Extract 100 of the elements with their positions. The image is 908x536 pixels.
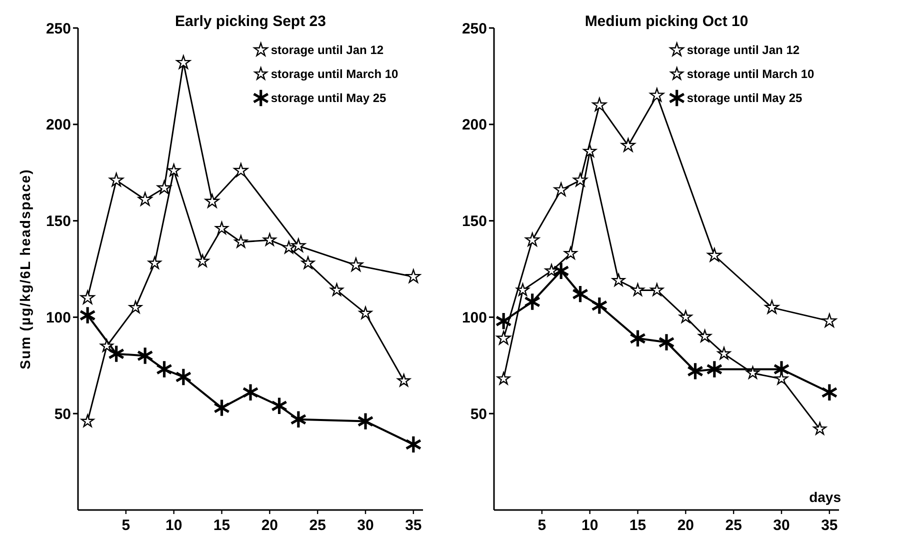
- point: [79, 306, 96, 325]
- chart-title: Early picking Sept 23: [175, 13, 326, 30]
- legend-label: storage until May 25: [270, 91, 387, 106]
- point: [524, 292, 541, 312]
- x-tick-label: 15: [213, 517, 230, 534]
- point: [80, 290, 95, 304]
- y-tick-label: 250: [46, 20, 71, 38]
- x-tick-label: 25: [309, 517, 326, 534]
- point: [813, 422, 826, 435]
- x-tick-label: 30: [357, 517, 374, 534]
- point: [270, 396, 288, 416]
- point: [706, 360, 723, 379]
- point: [157, 180, 172, 194]
- point: [405, 435, 422, 454]
- y-axis-title: Sum (µg/kg/6L headspace): [17, 168, 33, 370]
- legend-label: storage until May 25: [686, 91, 803, 106]
- point: [128, 300, 142, 314]
- point: [80, 414, 94, 428]
- point: [717, 346, 731, 360]
- point: [686, 362, 704, 381]
- point: [234, 163, 248, 177]
- point: [263, 233, 276, 246]
- point: [679, 310, 692, 323]
- x-tick-label: 10: [581, 517, 598, 534]
- x-axis-title: days: [809, 489, 842, 505]
- point: [234, 235, 248, 248]
- point: [564, 246, 578, 260]
- point: [204, 194, 220, 208]
- y-tick-label: 150: [462, 213, 487, 230]
- y-tick-label: 50: [54, 406, 71, 423]
- point: [406, 269, 421, 283]
- point: [138, 192, 152, 206]
- point: [583, 144, 596, 158]
- point: [496, 372, 510, 385]
- x-tick-label: 20: [677, 517, 694, 534]
- point: [136, 346, 154, 366]
- point: [544, 264, 558, 277]
- y-tick-label: 100: [46, 309, 71, 326]
- legend-label: storage until March 10: [686, 67, 815, 82]
- y-tick-label: 100: [462, 309, 487, 326]
- point: [631, 283, 644, 296]
- point: [242, 382, 259, 402]
- point: [496, 330, 511, 345]
- point: [516, 283, 530, 296]
- x-tick-label: 15: [629, 517, 646, 534]
- point: [822, 314, 837, 328]
- point: [109, 172, 124, 187]
- x-tick-label: 10: [165, 517, 182, 534]
- point: [282, 240, 296, 254]
- point: [592, 98, 607, 112]
- point: [397, 374, 410, 387]
- x-tick-label: 25: [725, 517, 742, 534]
- point: [612, 274, 626, 286]
- point: [167, 164, 180, 176]
- x-tick-label: 5: [538, 517, 546, 534]
- x-tick-label: 35: [405, 517, 422, 534]
- point: [658, 332, 675, 352]
- point: [348, 258, 364, 272]
- point: [196, 254, 210, 268]
- point: [357, 412, 374, 431]
- point: [821, 382, 838, 402]
- point: [620, 138, 636, 152]
- point: [301, 256, 315, 269]
- y-tick-label: 200: [46, 116, 71, 134]
- point: [495, 312, 512, 330]
- legend-label: storage until March 10: [270, 67, 399, 82]
- legend-label: storage until Jan 12: [686, 43, 800, 58]
- point: [552, 262, 570, 280]
- point: [572, 284, 589, 304]
- x-tick-label: 30: [773, 517, 790, 534]
- point: [629, 329, 646, 348]
- point: [573, 172, 588, 187]
- point: [650, 283, 664, 296]
- point: [358, 306, 372, 320]
- point: [290, 410, 307, 429]
- point: [100, 339, 114, 352]
- point: [175, 368, 192, 386]
- point: [176, 55, 191, 69]
- chart-title: Medium picking Oct 10: [584, 13, 748, 30]
- point: [291, 238, 306, 252]
- point: [156, 360, 173, 379]
- y-tick-label: 250: [462, 20, 487, 38]
- point: [108, 344, 125, 364]
- point: [698, 330, 712, 342]
- point: [650, 88, 664, 102]
- point: [707, 248, 722, 262]
- point: [746, 366, 760, 379]
- y-tick-label: 150: [46, 213, 71, 230]
- point: [148, 256, 162, 269]
- point: [213, 398, 230, 418]
- point: [554, 182, 568, 196]
- point: [591, 296, 608, 316]
- point: [525, 232, 540, 246]
- legend-label: storage until Jan 12: [270, 43, 384, 58]
- x-tick-label: 5: [122, 517, 130, 534]
- point: [215, 222, 228, 234]
- y-tick-label: 50: [470, 406, 487, 423]
- y-tick-label: 200: [462, 116, 487, 134]
- x-tick-label: 20: [261, 517, 278, 534]
- point: [774, 372, 788, 385]
